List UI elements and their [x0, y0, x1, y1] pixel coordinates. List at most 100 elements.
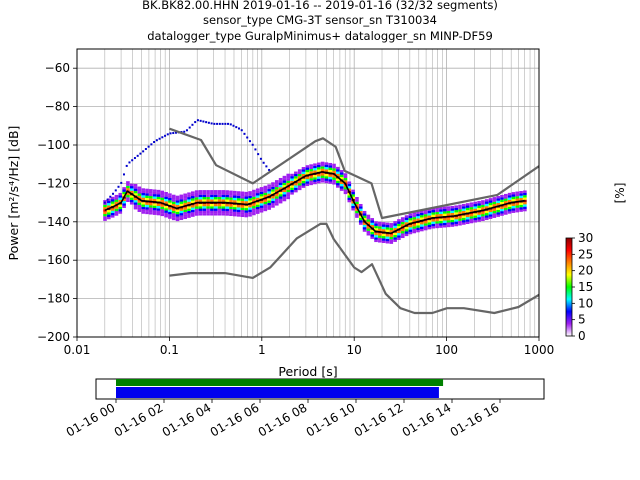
ppsd-cell [404, 219, 409, 223]
ppsd-cell [332, 179, 336, 183]
ppsd-cell [500, 211, 504, 214]
ppsd-cell [366, 228, 371, 231]
ppsd-cell [183, 214, 187, 217]
ppsd-cell [462, 208, 466, 211]
ppsd-cell [496, 202, 500, 206]
ppsd-cell [431, 223, 436, 227]
ppsd-cell [255, 206, 260, 210]
ppsd-cell [274, 200, 279, 204]
ppsd-cell [370, 218, 375, 221]
ppsd-cell [370, 222, 375, 226]
ppsd-outlier-cell [150, 143, 153, 146]
ppsd-cell [370, 229, 375, 232]
ppsd-cell [431, 221, 436, 224]
ppsd-cell [469, 220, 474, 224]
ppsd-cell [378, 237, 382, 241]
ppsd-cell [370, 220, 375, 223]
ppsd-cell [145, 204, 149, 208]
ppsd-cell [336, 178, 340, 181]
ppsd-cell [481, 202, 485, 205]
ppsd-cell [248, 204, 252, 208]
ppsd-cell [259, 191, 264, 195]
ppsd-cell [465, 214, 470, 218]
ppsd-cell [217, 190, 222, 193]
ppsd-cell [389, 229, 394, 233]
ppsd-cell [152, 194, 157, 197]
ppsd-cell [370, 234, 375, 237]
ppsd-cell [297, 187, 302, 191]
ppsd-cell [515, 191, 520, 194]
ppsd-cell [225, 210, 229, 214]
ppsd-cell [504, 198, 508, 201]
ppsd-cell [259, 205, 264, 208]
ppsd-cell [103, 206, 107, 210]
ppsd-cell [336, 185, 340, 188]
ppsd-cell [187, 197, 191, 200]
ppsd-cell [171, 210, 176, 214]
ppsd-cell [156, 210, 161, 213]
ppsd-cell [355, 213, 359, 216]
ppsd-cell [523, 195, 527, 198]
ppsd-cell [129, 188, 134, 191]
ppsd-cell [519, 197, 523, 201]
ppsd-cell [252, 194, 256, 197]
colorbar-tick-label: 10 [578, 296, 593, 310]
ppsd-cell [179, 210, 184, 214]
ppsd-cell [385, 229, 390, 232]
ppsd-cell [229, 211, 233, 214]
ppsd-cell [511, 210, 516, 213]
ppsd-cell [320, 161, 325, 165]
ppsd-cell [191, 191, 195, 194]
ppsd-cell [122, 205, 126, 208]
ppsd-cell [183, 216, 187, 219]
ppsd-cell [210, 213, 214, 216]
ppsd-cell [385, 234, 390, 237]
ppsd-cell [236, 211, 241, 215]
ppsd-cell [229, 209, 233, 212]
ppsd-outlier-cell [161, 136, 164, 139]
ppsd-cell [374, 223, 378, 226]
ppsd-cell [282, 191, 287, 195]
ppsd-cell [244, 191, 249, 195]
ppsd-cell [515, 207, 520, 211]
ppsd-cell [240, 209, 245, 213]
ppsd-cell [194, 211, 199, 214]
ppsd-cell [278, 196, 283, 199]
ppsd-cell [412, 228, 416, 231]
ppsd-cell [477, 203, 481, 206]
ppsd-cell [381, 235, 386, 239]
ppsd-outlier-cell [153, 140, 156, 143]
ppsd-cell [450, 219, 455, 223]
ppsd-cell [347, 183, 352, 187]
ppsd-cell [324, 169, 329, 172]
ppsd-cell [320, 173, 325, 176]
ppsd-cell [118, 211, 123, 214]
ppsd-cell [118, 206, 123, 210]
x-tick-label: 10 [347, 343, 362, 357]
ppsd-cell [488, 211, 493, 215]
ppsd-cell [171, 194, 176, 198]
ppsd-cell [355, 197, 359, 200]
x-axis-label: Period [s] [278, 364, 337, 379]
ppsd-cell [400, 224, 405, 227]
ppsd-cell [351, 203, 355, 206]
ppsd-outlier-cell [205, 121, 208, 124]
ppsd-cell [278, 177, 283, 181]
ppsd-cell [171, 215, 176, 218]
ppsd-cell [225, 206, 229, 209]
ppsd-cell [378, 240, 382, 243]
ppsd-cell [110, 196, 115, 200]
ppsd-cell [481, 211, 485, 215]
ppsd-cell [492, 201, 497, 205]
ppsd-cell [484, 215, 489, 218]
ppsd-cell [263, 194, 268, 198]
ppsd-cell [339, 172, 344, 175]
ppsd-cell [160, 195, 165, 198]
ppsd-cell [313, 181, 317, 185]
ppsd-cell [278, 182, 283, 185]
ppsd-cell [236, 205, 241, 208]
ppsd-outlier-cell [169, 132, 172, 135]
ppsd-cell [301, 185, 306, 188]
ppsd-outlier-cell [213, 122, 216, 125]
